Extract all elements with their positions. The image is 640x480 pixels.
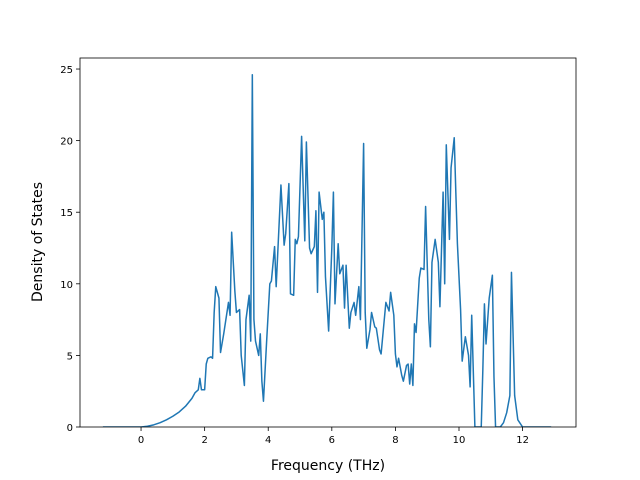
y-tick-label: 15 (60, 208, 73, 219)
y-axis-label: Density of States (30, 182, 46, 302)
y-tick-label: 10 (60, 280, 73, 291)
line (102, 74, 552, 427)
y-tick-label: 0 (67, 423, 73, 434)
plot-frame (79, 57, 577, 428)
x-tick-label: 2 (201, 435, 207, 446)
x-tick-label: 12 (516, 435, 529, 446)
y-tick-label: 5 (67, 351, 73, 362)
x-tick-label: 10 (453, 435, 466, 446)
x-axis-label: Frequency (THz) (271, 458, 385, 474)
x-tick-label: 6 (329, 435, 335, 446)
x-tick-label: 4 (265, 435, 271, 446)
y-tick-label: 25 (60, 65, 73, 76)
y-tick-label: 20 (60, 137, 73, 148)
x-tick-label: 0 (138, 435, 144, 446)
x-tick-label: 8 (392, 435, 398, 446)
